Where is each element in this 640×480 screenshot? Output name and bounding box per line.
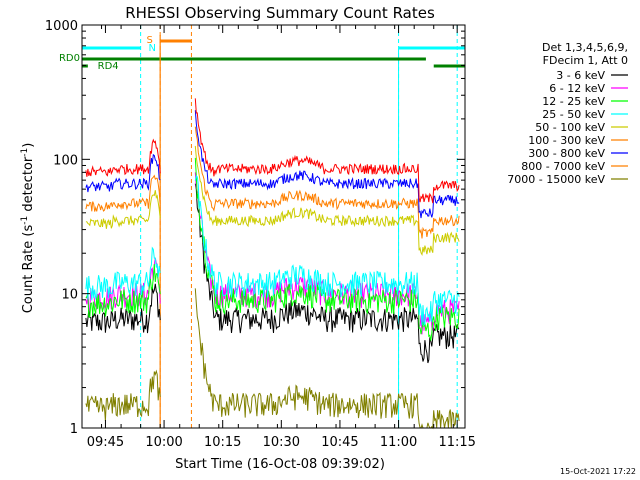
rd0-flag-label: RD0 xyxy=(59,53,80,64)
series-line-8 xyxy=(85,98,460,204)
x-tick-label: 09:45 xyxy=(87,435,124,450)
x-tick-label: 11:15 xyxy=(438,435,475,450)
x-tick-label: 10:15 xyxy=(204,435,241,450)
series-line-2 xyxy=(85,157,460,341)
footer-timestamp: 15-Oct-2021 17:22 xyxy=(560,467,636,476)
x-tick-label: 10:00 xyxy=(145,435,182,450)
series-line-7 xyxy=(85,288,460,430)
series-line-4 xyxy=(85,145,460,256)
x-tick-label: 10:30 xyxy=(263,435,300,450)
legend-header-line: Det 1,3,4,5,6,9, xyxy=(542,41,628,54)
legend-entry-label: 25 - 50 keV xyxy=(542,108,605,121)
plot-frame xyxy=(81,24,466,429)
series-line-5 xyxy=(85,126,460,239)
x-tick-label: 11:00 xyxy=(380,435,417,450)
night-flag-label: N xyxy=(148,43,155,54)
legend-entry-label: 100 - 300 keV xyxy=(528,134,605,147)
series-line-0 xyxy=(85,183,460,364)
saa-flag-label: S xyxy=(146,35,152,46)
legend-entry-label: 800 - 7000 keV xyxy=(521,160,605,173)
series-line-3 xyxy=(85,175,460,327)
y-tick-label: 1000 xyxy=(45,19,78,34)
legend-entry-label: 300 - 800 keV xyxy=(528,147,605,160)
legend-entry-label: 3 - 6 keV xyxy=(556,69,605,82)
legend-entry-label: 6 - 12 keV xyxy=(549,82,605,95)
y-tick-label: 10 xyxy=(61,288,78,303)
y-tick-label: 100 xyxy=(53,153,78,168)
y-tick-label: 1 xyxy=(70,422,78,437)
legend-entry-label: 7000 - 15000 keV xyxy=(507,173,605,186)
chart-title: RHESSI Observing Summary Count Rates xyxy=(125,4,435,22)
legend-entry-label: 12 - 25 keV xyxy=(542,95,605,108)
y-axis-label: Count Rate (s-1 detector-1) xyxy=(20,143,36,314)
plot-area: RD0 RD4 SN xyxy=(59,25,465,430)
series-line-6 xyxy=(85,110,460,219)
legend-entry-label: 50 - 100 keV xyxy=(535,121,605,134)
axes: 1 10 100 1000 09:45 10:00 10:15 10:30 10:45 11:00… xyxy=(45,19,476,450)
x-tick-label: 10:45 xyxy=(321,435,358,450)
legend-header-line: FDecim 1, Att 0 xyxy=(543,54,628,67)
legend: Det 1,3,4,5,6,9,FDecim 1, Att 0 3 - 6 keV… xyxy=(507,41,628,186)
rd4-flag-label: RD4 xyxy=(98,61,119,72)
x-axis-label: Start Time (16-Oct-08 09:39:02) xyxy=(175,457,385,472)
